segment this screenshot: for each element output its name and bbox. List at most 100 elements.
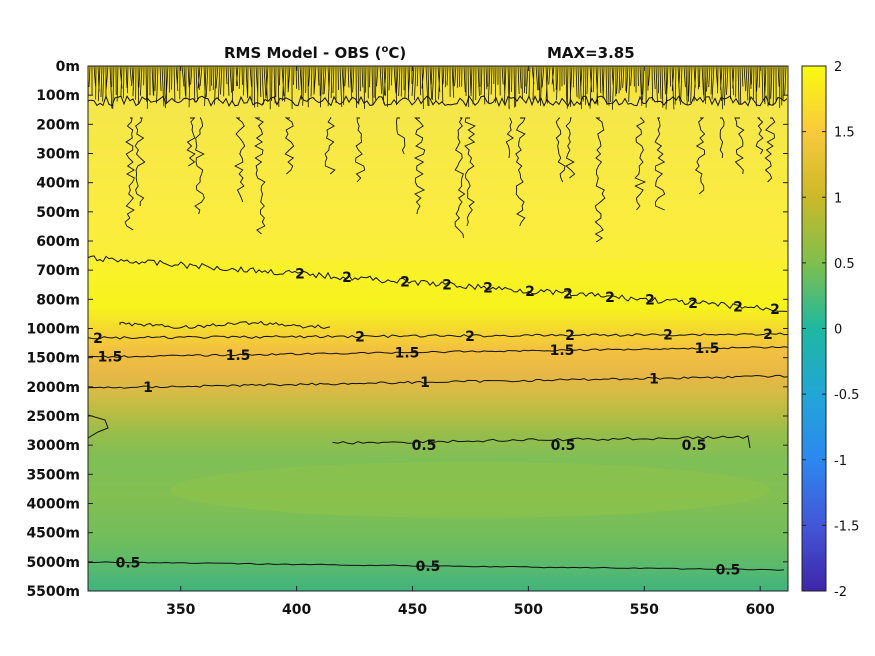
noise-streak xyxy=(515,117,526,227)
contour-2-patch xyxy=(119,320,331,330)
noise-streak xyxy=(234,117,246,203)
contour-0-5-deep xyxy=(88,561,785,571)
y-tick-label: 3500m xyxy=(26,467,80,483)
contour-label: 0.5 xyxy=(416,559,441,575)
surface-noise xyxy=(88,66,788,243)
noise-streak xyxy=(396,117,406,155)
contour-label: 2 xyxy=(465,329,475,345)
contour-label: 1 xyxy=(649,371,659,387)
x-tick-label: 400 xyxy=(282,602,311,618)
noise-streak xyxy=(654,117,666,211)
contour-label: 1.5 xyxy=(695,341,720,357)
contour-label: 2 xyxy=(442,278,452,294)
noise-streak xyxy=(464,117,476,227)
contour-label: 0.5 xyxy=(551,438,576,454)
contour-label: 2 xyxy=(525,284,535,300)
contour-1 xyxy=(88,374,788,389)
contour-label: 2 xyxy=(563,287,573,303)
colorbar-tick-label: 1.5 xyxy=(834,126,855,141)
noise-streak xyxy=(565,117,576,179)
colorbar-tick-label: 0.5 xyxy=(834,257,855,272)
y-tick-label: 5500m xyxy=(26,584,80,600)
y-tick-label: 700m xyxy=(36,263,80,279)
contour-label: 2 xyxy=(733,299,743,315)
contour-label: 0.5 xyxy=(412,438,437,454)
x-tick-label: 500 xyxy=(514,602,543,618)
contour-label: 2 xyxy=(688,296,698,312)
colorbar-tick-label: 0 xyxy=(834,323,842,338)
y-tick-label: 2000m xyxy=(26,380,80,396)
contour-label: 2 xyxy=(663,328,673,344)
x-tick-label: 450 xyxy=(398,602,427,618)
contour-label: 0.5 xyxy=(682,438,707,454)
contour-label: 1 xyxy=(143,380,153,396)
noise-streak xyxy=(634,117,647,211)
contour-label: 2 xyxy=(342,270,352,286)
colorbar-ticks: 2 1.5 1 0.5 0 -0.5 -1 -1.5 -2 xyxy=(802,60,859,600)
y-tick-label: 1000m xyxy=(26,322,80,338)
noise-streak xyxy=(764,117,776,183)
noise-streak xyxy=(324,117,336,175)
contour-label: 2 xyxy=(605,290,615,306)
colorbar-tick-label: -2 xyxy=(834,585,847,600)
noise-streak xyxy=(695,117,706,195)
noise-streak xyxy=(134,117,146,207)
noise-streak xyxy=(355,117,366,183)
contour-1-5 xyxy=(88,346,788,359)
contour-0-5-mid xyxy=(332,435,751,449)
contour-label: 2 xyxy=(763,327,773,343)
noise-streak xyxy=(284,117,295,175)
noise-streak xyxy=(454,117,466,239)
contour-label: 2 xyxy=(565,328,575,344)
contour-label: 1.5 xyxy=(550,343,575,359)
noise-100m xyxy=(88,94,788,108)
colorbar-tick-label: 1 xyxy=(834,191,842,206)
noise-streak xyxy=(194,117,205,215)
plot-area: 2 2 2 2 2 2 2 2 2 2 2 22 2 2 2 2 21.5 1.5 1.5 1.5 1.51 1 10.5 0… xyxy=(88,66,788,591)
contour-label: 1.5 xyxy=(98,350,123,366)
noise-streak xyxy=(555,117,566,183)
title-main: RMS Model - OBS ( xyxy=(224,44,382,62)
contour-label: 0.5 xyxy=(716,562,741,578)
contour-label: 2 xyxy=(770,302,780,318)
y-tick-label: 1500m xyxy=(26,351,80,367)
y-tick-label: 4000m xyxy=(26,497,80,513)
chart-title: RMS Model - OBS (oC) xyxy=(224,44,406,62)
title-unit-sup: o xyxy=(382,44,389,55)
colorbar-tick-label: 2 xyxy=(834,60,842,75)
contour-lines xyxy=(88,255,788,571)
y-tick-label: 3000m xyxy=(26,438,80,454)
y-tick-label: 300m xyxy=(36,147,80,163)
contour-label: 2 xyxy=(645,293,655,309)
contour-label: 1 xyxy=(420,375,430,391)
noise-streak xyxy=(755,117,764,155)
y-tick-label: 600m xyxy=(36,234,80,250)
y-tick-label: 800m xyxy=(36,292,80,308)
colorbar-tick-label: -1 xyxy=(834,454,847,469)
contour-label: 1.5 xyxy=(395,345,420,361)
contour-edge-2500m xyxy=(88,414,109,439)
x-tick-label: 600 xyxy=(746,602,775,618)
contour-label: 1.5 xyxy=(226,348,251,364)
contour-2-lower xyxy=(88,332,788,340)
heatmap-patch-upper xyxy=(88,150,788,260)
noise-streak xyxy=(186,117,196,167)
noise-streak xyxy=(254,117,266,235)
title-unit-tail: C) xyxy=(388,44,406,62)
x-tick-label: 550 xyxy=(630,602,659,618)
noise-streak xyxy=(734,117,745,175)
noise-streak xyxy=(505,117,514,159)
colorbar-tick-label: -1.5 xyxy=(834,519,859,534)
heatmap-patch-deep xyxy=(170,462,770,518)
noise-streak xyxy=(594,117,606,243)
x-tick-label: 350 xyxy=(166,602,195,618)
y-tick-label: 0m xyxy=(56,59,80,75)
contour-label: 2 xyxy=(93,331,103,347)
contour-label: 2 xyxy=(483,281,493,297)
colorbar-tick-label: -0.5 xyxy=(834,388,859,403)
contour-label: 2 xyxy=(295,267,305,283)
noise-streak xyxy=(124,117,135,231)
y-tick-label: 400m xyxy=(36,176,80,192)
contour-2-upper xyxy=(88,255,788,312)
